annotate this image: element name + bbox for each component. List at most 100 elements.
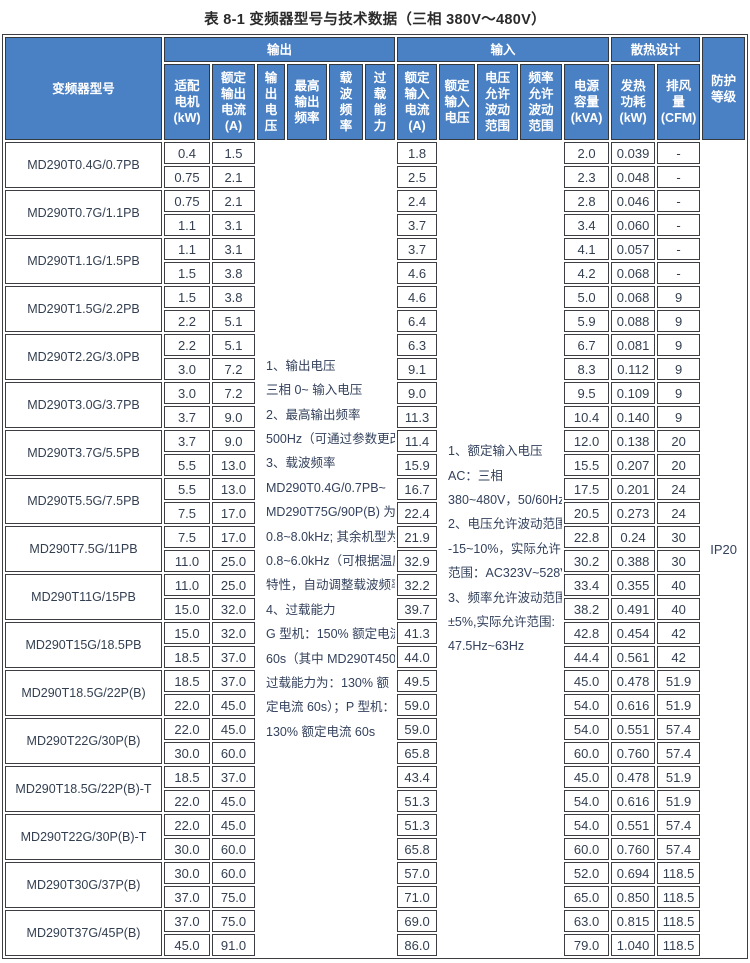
motor-kw-cell: 45.0 <box>164 934 210 956</box>
note-line: 过载能力为：130% 额 <box>266 676 389 691</box>
output-current-cell: 5.1 <box>212 310 255 332</box>
table-row: 1.5 3.8 4.6 4.2 0.068- <box>5 262 745 284</box>
heat-loss-cell: 0.060 <box>611 214 656 236</box>
col-header-power-capacity: 电源 容量 (kVA) <box>564 64 610 140</box>
heat-loss-cell: 0.454 <box>611 622 656 644</box>
col-header-input-voltage: 额定 输入 电压 <box>439 64 476 140</box>
output-current-cell: 3.1 <box>212 238 255 260</box>
power-capacity-cell: 17.5 <box>564 478 610 500</box>
col-header-heat-loss: 发热 功耗 (kW) <box>611 64 656 140</box>
note-line: 三相 0~ 输入电压 <box>266 383 363 398</box>
input-current-cell: 4.6 <box>397 262 438 284</box>
heat-loss-cell: 0.355 <box>611 574 656 596</box>
inverter-spec-table: 变频器型号 输出 输入 散热设计 防护 等级 适配 电机 (kW) 额定 输出 … <box>2 34 749 959</box>
input-current-cell: 3.7 <box>397 214 438 236</box>
heat-loss-cell: 0.491 <box>611 598 656 620</box>
heat-loss-cell: 0.551 <box>611 814 656 836</box>
power-capacity-cell: 65.0 <box>564 886 610 908</box>
output-current-cell: 60.0 <box>212 838 255 860</box>
input-current-cell: 4.6 <box>397 286 438 308</box>
table-row: MD290T7.5G/11PB 7.5 17.0 21.9 22.8 0.24 30 <box>5 526 745 572</box>
power-capacity-cell: 2.3 <box>564 166 610 188</box>
output-current-cell: 45.0 <box>212 694 255 716</box>
note-line: G 型机：150% 额定电流 <box>266 627 396 642</box>
motor-kw-cell: 11.0 <box>164 574 210 596</box>
table-row: MD290T22G/30P(B)-T 22.0 45.0 51.3 54.0 0.551 5… <box>5 814 745 860</box>
motor-kw-cell: 3.0 <box>164 382 210 404</box>
model-cell: MD290T22G/30P(B)-T <box>5 814 162 860</box>
input-current-cell: 22.4 <box>397 502 438 524</box>
heat-loss-cell: 0.048 <box>611 166 656 188</box>
heat-loss-cell: 0.561 <box>611 646 656 668</box>
power-capacity-cell: 54.0 <box>564 694 610 716</box>
airflow-cell: 57.4 <box>657 814 701 836</box>
model-cell: MD290T3.7G/5.5PB <box>5 430 162 476</box>
motor-kw-cell: 18.5 <box>164 646 210 668</box>
heat-loss-cell: 0.140 <box>611 406 656 428</box>
heat-loss-cell: 0.057 <box>611 238 656 260</box>
input-current-cell: 11.4 <box>397 430 438 452</box>
motor-kw-cell: 30.0 <box>164 742 210 764</box>
heat-loss-cell: 0.273 <box>611 502 656 524</box>
col-header-max-frequency: 最高 输出 频率 <box>287 64 327 140</box>
output-current-cell: 75.0 <box>212 910 255 932</box>
output-current-cell: 17.0 <box>212 502 255 524</box>
table-row: 1.1 3.1 3.7 3.4 0.060- <box>5 214 745 236</box>
airflow-cell: 57.4 <box>657 838 701 860</box>
note-line: 3、载波频率 <box>266 456 336 471</box>
airflow-cell: 51.9 <box>657 670 701 692</box>
motor-kw-cell: 30.0 <box>164 862 210 884</box>
airflow-cell: - <box>657 214 701 236</box>
table-row: 7.5 17.0 22.4 20.5 0.273 24 <box>5 502 745 524</box>
airflow-cell: 24 <box>657 502 701 524</box>
motor-kw-cell: 0.75 <box>164 166 210 188</box>
note-line: 130% 额定电流 60s <box>266 724 376 739</box>
input-current-cell: 2.4 <box>397 190 438 212</box>
output-current-cell: 3.1 <box>212 214 255 236</box>
heat-loss-cell: 0.068 <box>611 286 656 308</box>
input-current-cell: 39.7 <box>397 598 438 620</box>
power-capacity-cell: 42.8 <box>564 622 610 644</box>
power-capacity-cell: 45.0 <box>564 766 610 788</box>
power-capacity-cell: 4.2 <box>564 262 610 284</box>
table-row: MD290T30G/37P(B) 30.0 60.0 57.0 52.0 0.694 118… <box>5 862 745 908</box>
note-line: 0.8~6.0kHz（可根据温度 <box>266 554 396 568</box>
input-current-cell: 32.9 <box>397 550 438 572</box>
output-current-cell: 2.1 <box>212 190 255 212</box>
power-capacity-cell: 38.2 <box>564 598 610 620</box>
col-header-protection: 防护 等级 <box>702 37 746 140</box>
table-row: 0.75 2.1 2.5 2.3 0.048- <box>5 166 745 188</box>
input-current-cell: 71.0 <box>397 886 438 908</box>
heat-loss-cell: 0.551 <box>611 718 656 740</box>
motor-kw-cell: 1.1 <box>164 214 210 236</box>
power-capacity-cell: 44.4 <box>564 646 610 668</box>
motor-kw-cell: 11.0 <box>164 550 210 572</box>
output-current-cell: 45.0 <box>212 718 255 740</box>
motor-kw-cell: 22.0 <box>164 814 210 836</box>
input-current-cell: 59.0 <box>397 694 438 716</box>
power-capacity-cell: 54.0 <box>564 790 610 812</box>
input-current-cell: 6.3 <box>397 334 438 356</box>
table-row: MD290T18.5G/22P(B)-T 18.5 37.0 43.4 45.0 0.47… <box>5 766 745 812</box>
input-current-cell: 15.9 <box>397 454 438 476</box>
table-row: 45.0 91.0 86.0 79.0 1.040 118.5 <box>5 934 745 956</box>
motor-kw-cell: 15.0 <box>164 622 210 644</box>
table-row: 5.5 13.0 15.9 15.5 0.207 20 <box>5 454 745 476</box>
airflow-cell: 118.5 <box>657 886 701 908</box>
motor-kw-cell: 1.1 <box>164 238 210 260</box>
motor-kw-cell: 2.2 <box>164 334 210 356</box>
input-current-cell: 6.4 <box>397 310 438 332</box>
output-current-cell: 75.0 <box>212 886 255 908</box>
table-row: MD290T3.7G/5.5PB 3.7 9.0 11.4 12.0 0.138 20 <box>5 430 745 476</box>
model-cell: MD290T7.5G/11PB <box>5 526 162 572</box>
airflow-cell: - <box>657 238 701 260</box>
heat-loss-cell: 0.478 <box>611 670 656 692</box>
heat-loss-cell: 0.201 <box>611 478 656 500</box>
col-header-frequency-range: 频率 允许 波动 范围 <box>520 64 563 140</box>
table-row: 11.0 25.0 32.9 30.2 0.388 30 <box>5 550 745 572</box>
output-current-cell: 60.0 <box>212 742 255 764</box>
airflow-cell: 30 <box>657 550 701 572</box>
output-current-cell: 2.1 <box>212 166 255 188</box>
model-cell: MD290T5.5G/7.5PB <box>5 478 162 524</box>
input-current-cell: 16.7 <box>397 478 438 500</box>
